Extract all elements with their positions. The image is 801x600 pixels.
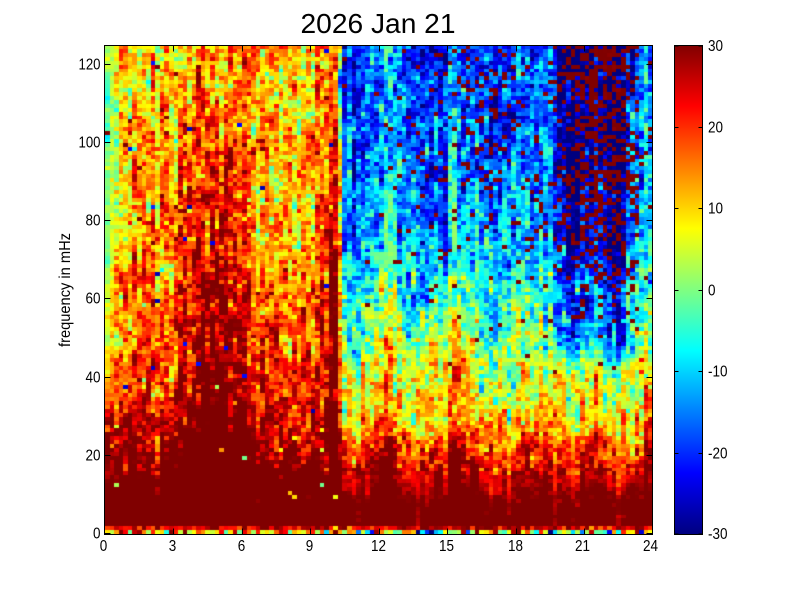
svg-text:120: 120	[79, 57, 101, 74]
svg-text:12: 12	[371, 538, 386, 555]
svg-text:18: 18	[508, 538, 523, 555]
svg-text:30: 30	[708, 38, 723, 55]
svg-text:frequency in mHz: frequency in mHz	[57, 233, 74, 347]
svg-text:10: 10	[708, 200, 723, 217]
svg-text:20: 20	[86, 448, 101, 465]
svg-text:60: 60	[86, 291, 101, 308]
svg-text:0: 0	[100, 538, 108, 555]
svg-text:3: 3	[169, 538, 177, 555]
svg-text:20: 20	[708, 119, 723, 136]
svg-text:-10: -10	[708, 363, 728, 380]
svg-text:100: 100	[79, 135, 101, 152]
svg-text:40: 40	[86, 370, 101, 387]
svg-text:-20: -20	[708, 445, 728, 462]
svg-text:0: 0	[93, 526, 101, 543]
svg-text:9: 9	[306, 538, 314, 555]
svg-text:24: 24	[643, 538, 658, 555]
svg-text:0: 0	[708, 282, 716, 299]
svg-text:21: 21	[575, 538, 590, 555]
svg-text:6: 6	[238, 538, 246, 555]
svg-text:80: 80	[86, 213, 101, 230]
svg-text:2026 Jan 21: 2026 Jan 21	[301, 8, 456, 39]
svg-text:-30: -30	[708, 526, 728, 543]
svg-text:15: 15	[439, 538, 454, 555]
